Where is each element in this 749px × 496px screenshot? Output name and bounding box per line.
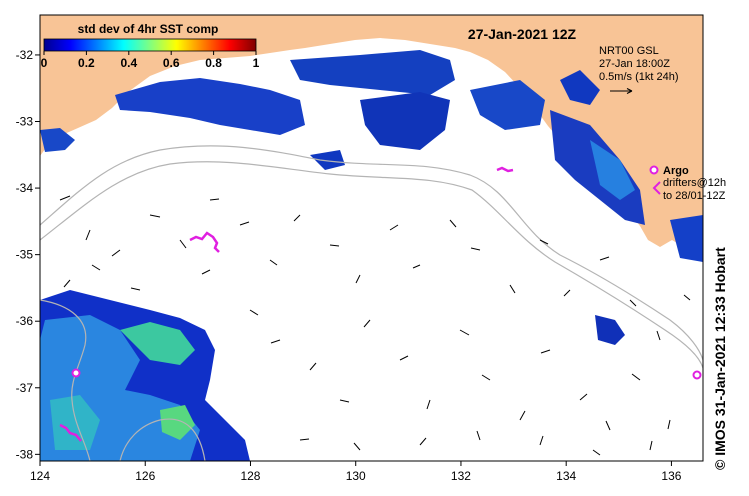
current-note-line3: 0.5m/s (1kt 24h): [599, 71, 678, 83]
colorbar-gradient: [43, 38, 257, 52]
date-title: 27-Jan-2021 12Z: [468, 26, 577, 42]
y-axis: -32 -33 -34 -35 -36 -37 -38: [16, 48, 40, 461]
x-tick-label: 130: [346, 469, 366, 483]
colorbar-tick-label: 1: [253, 56, 260, 70]
sst-coverage: [40, 50, 703, 461]
current-scale-note: NRT00 GSL 27-Jan 18:00Z 0.5m/s (1kt 24h): [599, 45, 678, 94]
colorbar: std dev of 4hr SST comp 0 0.2 0.4 0.6 0.8 1: [41, 22, 260, 70]
imos-credit: © IMOS 31-Jan-2021 12:33 Hobart: [712, 247, 728, 470]
drifter-tracks: [59, 166, 514, 442]
argo-label: Argo: [663, 165, 689, 177]
colorbar-tick-label: 0.2: [78, 56, 95, 70]
y-tick-label: -33: [16, 115, 34, 129]
colorbar-tick-label: 0.6: [163, 56, 180, 70]
y-tick-label: -38: [16, 447, 34, 461]
land-australia: [40, 15, 703, 262]
colorbar-title: std dev of 4hr SST comp: [78, 22, 219, 36]
argo-legend-icon: [649, 165, 659, 175]
drifter-label-line2: to 28/01-12Z: [663, 190, 726, 202]
drifter-label-line1: drifters@12h: [663, 177, 726, 189]
colorbar-tick-label: 0.4: [120, 56, 137, 70]
x-tick-label: 124: [30, 469, 50, 483]
y-tick-label: -34: [16, 181, 34, 195]
x-tick-label: 134: [556, 469, 576, 483]
drifter-legend: Argo drifters@12h to 28/01-12Z: [649, 165, 726, 202]
x-tick-label: 128: [240, 469, 260, 483]
colorbar-tick-label: 0: [41, 56, 48, 70]
x-tick-label: 126: [135, 469, 155, 483]
current-note-line2: 27-Jan 18:00Z: [599, 58, 670, 70]
y-tick-label: -32: [16, 48, 34, 62]
colorbar-ticks: 0 0.2 0.4 0.6 0.8 1: [41, 51, 260, 70]
x-tick-label: 136: [661, 469, 681, 483]
y-tick-label: -35: [16, 248, 34, 262]
plot-frame: [39, 14, 704, 462]
current-vectors: [59, 195, 691, 456]
colorbar-tick-label: 0.8: [205, 56, 222, 70]
y-tick-label: -37: [16, 381, 34, 395]
argo-float-marker: [71, 368, 81, 378]
y-tick-label: -36: [16, 314, 34, 328]
x-tick-label: 132: [451, 469, 471, 483]
argo-float-marker: [692, 370, 702, 380]
drifter-legend-icon: [652, 181, 661, 195]
x-axis: 124 126 128 130 132 134 136: [30, 461, 682, 483]
current-note-line1: NRT00 GSL: [599, 45, 659, 57]
